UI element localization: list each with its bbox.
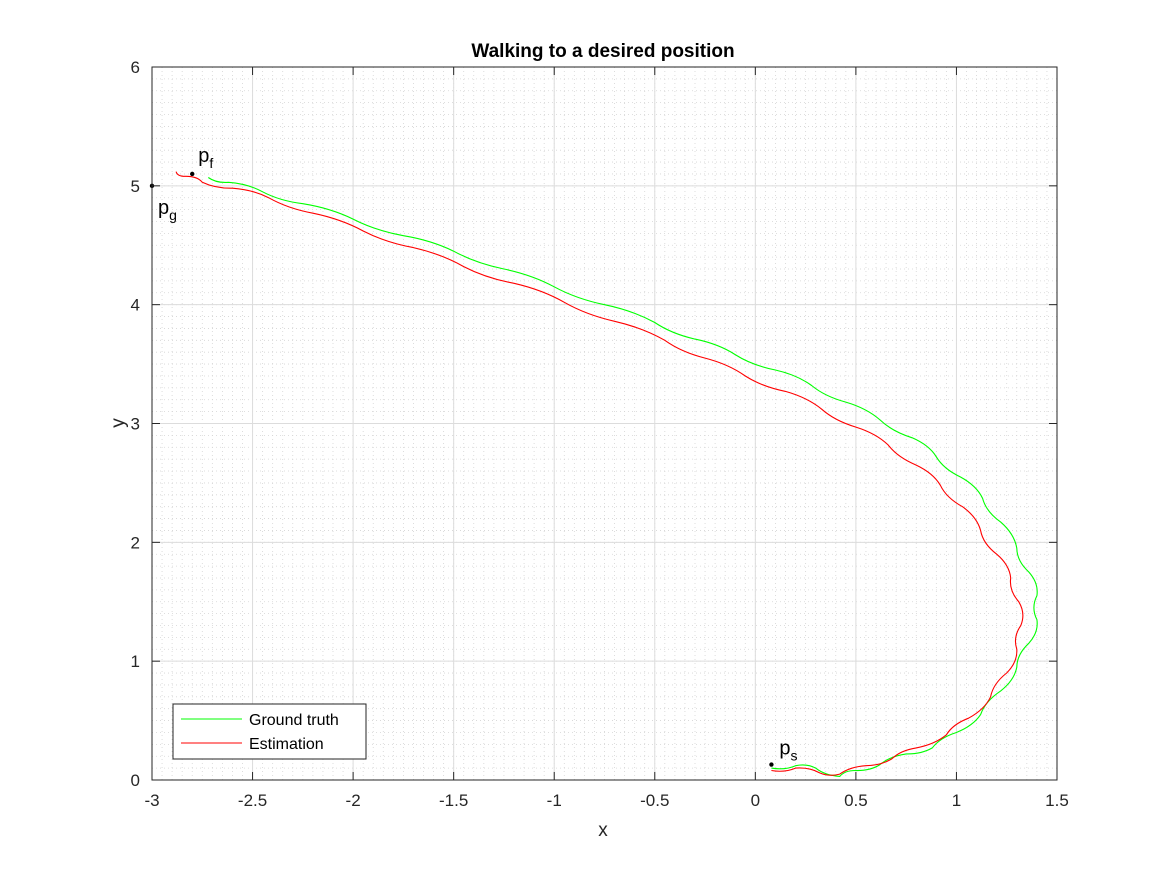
tick-marks [151, 66, 1058, 781]
y-tick-label: 6 [131, 58, 140, 77]
x-tick-label: -2.5 [238, 791, 267, 810]
marker-ps [769, 762, 774, 767]
y-tick-label: 4 [131, 296, 140, 315]
y-tick-labels: 0 1 2 3 4 5 6 [131, 58, 140, 790]
legend-label-ground-truth: Ground truth [249, 712, 339, 729]
x-tick-label: -1 [547, 791, 562, 810]
x-tick-label: 1 [952, 791, 961, 810]
x-tick-labels: -3 -2.5 -2 -1.5 -1 -0.5 0 0.5 1 1.5 [144, 791, 1068, 810]
x-axis-label: x [598, 820, 608, 841]
chart-title: Walking to a desired position [471, 41, 734, 62]
marker-label-ps: ps [779, 738, 797, 764]
marker-label-pg: pg [158, 197, 177, 223]
x-tick-label: -3 [144, 791, 159, 810]
y-tick-label: 3 [131, 415, 140, 434]
legend: Ground truth Estimation [172, 703, 367, 760]
y-tick-label: 5 [131, 177, 140, 196]
x-tick-label: -1.5 [439, 791, 468, 810]
x-tick-label: -0.5 [640, 791, 669, 810]
series-group [175, 171, 1038, 777]
x-tick-label: 0 [751, 791, 760, 810]
x-tick-label: 1.5 [1045, 791, 1069, 810]
legend-box [172, 703, 367, 760]
y-tick-label: 0 [131, 771, 140, 790]
y-axis-label: y [108, 418, 129, 428]
x-tick-label: 0.5 [844, 791, 868, 810]
series-line-ground-truth [207, 177, 1038, 777]
legend-label-estimation: Estimation [249, 736, 324, 753]
y-tick-label: 2 [131, 533, 140, 552]
y-tick-label: 1 [131, 652, 140, 671]
marker-label-pf: pf [198, 145, 213, 171]
marker-pf [190, 171, 195, 177]
x-tick-label: -2 [346, 791, 361, 810]
series-line-estimation [175, 171, 1024, 776]
